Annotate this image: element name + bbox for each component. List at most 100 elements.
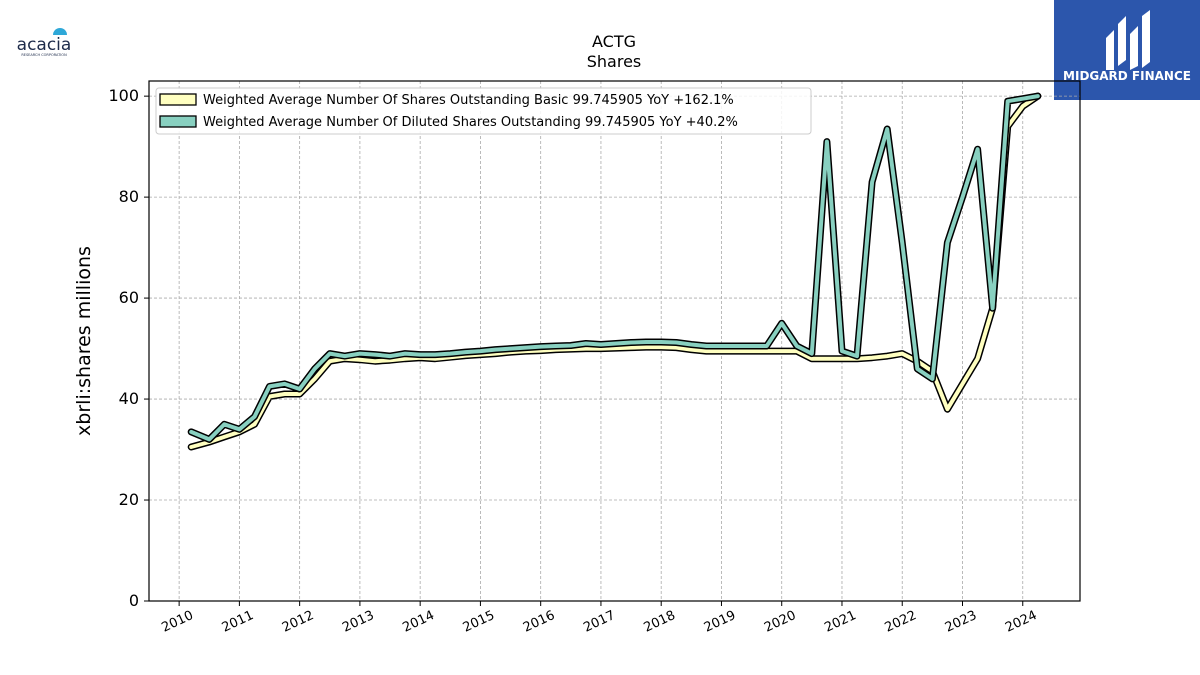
data-point-diluted [644,340,648,344]
data-point-basic [222,435,226,439]
data-point-basic [704,349,708,353]
data-point-basic [674,346,678,349]
acacia-logo-text: acacia [17,35,72,55]
midgard-logo-mark [1106,10,1150,70]
acacia-logo-mark [53,28,67,35]
data-point-diluted [328,352,332,356]
data-point-diluted [825,140,829,143]
data-point-diluted [1021,97,1025,101]
midgard-logo-background [1054,0,1200,100]
data-point-diluted [885,127,889,131]
data-point-basic [614,346,618,350]
data-point-diluted [930,377,934,381]
x-tick-label: 2023 [943,608,979,636]
legend-label-diluted: Weighted Average Number Of Diluted Share… [203,115,738,130]
series-outline-basic [187,92,1042,451]
data-point-diluted [1036,94,1040,98]
y-axis-ticks: 0 20 40 60 80 100 [108,86,149,610]
data-point-basic [720,349,723,353]
data-point-basic [584,347,588,350]
data-point-diluted [403,352,407,356]
data-point-basic [750,349,753,353]
data-point-basic [885,354,889,358]
data-point-diluted [674,341,678,344]
legend-box [155,87,812,135]
data-point-diluted [358,352,362,356]
data-point-diluted [539,345,543,348]
x-tick-label: 2014 [401,608,437,636]
data-point-diluted [268,385,271,388]
data-point-diluted [840,349,844,353]
y-axis-label: xbrli:shares millions [73,246,95,436]
legend-label-basic: Weighted Average Number Of Shares Outsta… [203,93,734,108]
data-point-basic [946,407,949,411]
data-point-basic [840,357,844,361]
x-tick-label: 2024 [1003,608,1039,636]
data-point-diluted [689,343,693,346]
y-tick-label: 40 [119,389,139,408]
x-tick-label: 2022 [883,608,919,636]
data-point-basic [961,382,964,386]
chart-subtitle: Shares [587,52,642,71]
data-point-diluted [810,352,814,356]
data-point-basic [313,377,317,381]
data-point-basic [298,392,302,396]
data-point-diluted [569,344,573,347]
midgard-logo-text: MIDGARD FINANCE [1063,69,1191,83]
data-point-basic [689,348,693,351]
data-point-diluted [976,147,979,151]
data-point-basic [644,345,648,349]
x-tick-label: 2020 [762,608,798,636]
data-point-basic [253,422,256,426]
data-point-basic [373,359,377,363]
data-point-basic [328,359,332,363]
data-point-basic [900,352,904,356]
acacia-logo-subtext: RESEARCH CORPORATION [21,53,67,57]
x-tick-label: 2016 [521,608,557,636]
data-point-diluted [222,422,226,426]
data-point-diluted [900,241,904,244]
data-point-diluted [463,350,467,354]
x-tick-label: 2011 [220,608,256,636]
series-line-diluted [189,94,1040,442]
data-point-diluted [494,348,497,351]
data-point-diluted [237,427,241,431]
data-point-basic [1021,104,1025,108]
data-point-basic [358,358,362,362]
data-point-basic [659,345,663,349]
data-point-diluted [629,341,633,344]
y-tick-label: 60 [119,288,139,307]
data-point-diluted [765,344,769,348]
data-point-diluted [189,430,193,434]
data-point-diluted [479,349,482,353]
data-point-basic [795,349,799,353]
data-point-diluted [915,367,919,371]
data-point-diluted [991,306,995,310]
y-tick-label: 20 [119,490,139,509]
data-point-basic [189,445,193,449]
data-point-diluted [720,344,723,348]
x-tick-label: 2012 [280,608,316,636]
data-point-basic [629,346,633,349]
y-tick-label: 100 [108,86,139,105]
plot-frame [148,80,1081,602]
data-point-diluted [448,352,452,356]
data-point-diluted [207,438,211,441]
data-point-diluted [1006,99,1010,103]
x-tick-label: 2015 [461,608,497,636]
series-line-basic [189,94,1040,449]
data-point-diluted [855,354,859,358]
data-point-basic [403,357,407,361]
x-tick-label: 2013 [340,608,376,636]
data-point-basic [976,357,979,361]
data-point-diluted [373,353,377,357]
data-point-diluted [961,195,964,199]
data-point-diluted [584,342,588,345]
data-point-basic [268,395,271,398]
data-point-basic [283,392,286,396]
data-point-diluted [554,344,558,348]
data-point-diluted [418,353,422,357]
x-tick-label: 2021 [822,608,858,636]
series-outline-diluted [187,92,1042,443]
